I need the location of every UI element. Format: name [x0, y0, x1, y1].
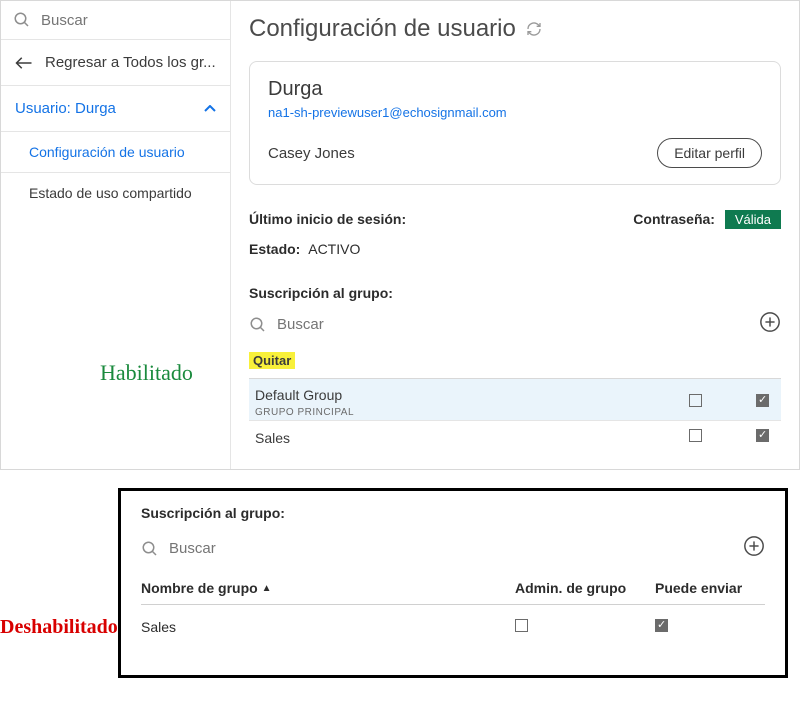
group-subscription-title: Suscripción al grupo:	[249, 285, 781, 301]
state-label: Estado:	[249, 241, 300, 257]
last-login-label: Último inicio de sesión:	[249, 211, 406, 227]
group-send-checkbox[interactable]	[756, 429, 769, 442]
group-search[interactable]	[141, 540, 368, 558]
group-admin-checkbox[interactable]	[515, 619, 528, 632]
group-name: Sales	[255, 430, 655, 446]
profile-email[interactable]: na1-sh-previewuser1@echosignmail.com	[268, 105, 762, 120]
group-row[interactable]: Sales	[141, 619, 765, 635]
nav-shared-state[interactable]: Estado de uso compartido	[1, 173, 230, 213]
group-send-checkbox[interactable]	[756, 394, 769, 407]
sort-asc-icon: ▲	[262, 583, 272, 594]
profile-card: Durga na1-sh-previewuser1@echosignmail.c…	[249, 61, 781, 185]
disabled-annotation: Deshabilitado	[0, 616, 118, 639]
profile-name: Durga	[268, 78, 762, 101]
chevron-up-icon	[204, 105, 216, 113]
group-primary-label: GRUPO PRINCIPAL	[255, 407, 655, 418]
password-badge: Válida	[725, 210, 781, 229]
group-search[interactable]	[249, 316, 476, 334]
search-icon	[141, 540, 159, 558]
page-title: Configuración de usuario	[249, 15, 516, 43]
group-row[interactable]: Sales	[249, 420, 781, 455]
search-icon	[249, 316, 267, 334]
group-table: Default Group GRUPO PRINCIPAL Sales	[249, 378, 781, 455]
group-search-input[interactable]	[277, 316, 476, 333]
remove-button[interactable]: Quitar	[249, 352, 295, 369]
password-label: Contraseña:	[633, 211, 715, 227]
profile-contact: Casey Jones	[268, 145, 355, 162]
user-collapse-row[interactable]: Usuario: Durga	[1, 86, 230, 132]
back-label: Regresar a Todos los gr...	[45, 54, 216, 71]
col-group-name[interactable]: Nombre de grupo ▲	[141, 580, 515, 596]
group-name: Sales	[141, 619, 515, 635]
refresh-icon[interactable]	[526, 21, 542, 37]
edit-profile-button[interactable]: Editar perfil	[657, 138, 762, 168]
arrow-left-icon	[15, 56, 33, 70]
group-row[interactable]: Default Group GRUPO PRINCIPAL	[249, 378, 781, 420]
main-content: Configuración de usuario Durga na1-sh-pr…	[231, 1, 799, 469]
col-can-send[interactable]: Puede enviar	[655, 580, 765, 596]
search-icon	[13, 11, 31, 29]
group-subscription-title: Suscripción al grupo:	[141, 505, 765, 521]
state-value: ACTIVO	[308, 241, 360, 257]
back-button[interactable]: Regresar a Todos los gr...	[1, 40, 230, 86]
plus-circle-icon	[743, 535, 765, 557]
sidebar-search[interactable]	[1, 1, 230, 40]
group-name: Default Group	[255, 387, 655, 403]
add-group-button[interactable]	[759, 311, 781, 338]
group-send-checkbox[interactable]	[655, 619, 668, 632]
add-group-button[interactable]	[743, 535, 765, 562]
col-group-admin[interactable]: Admin. de grupo	[515, 580, 655, 596]
user-label: Usuario: Durga	[15, 100, 116, 117]
sidebar-search-input[interactable]	[41, 12, 218, 29]
sidebar: Regresar a Todos los gr... Usuario: Durg…	[1, 1, 231, 469]
enabled-annotation: Habilitado	[100, 360, 193, 386]
group-search-input[interactable]	[169, 540, 368, 557]
group-admin-checkbox[interactable]	[689, 394, 702, 407]
plus-circle-icon	[759, 311, 781, 333]
nav-user-config[interactable]: Configuración de usuario	[1, 132, 230, 173]
group-admin-checkbox[interactable]	[689, 429, 702, 442]
disabled-panel: Suscripción al grupo: Nombre de grupo ▲ …	[118, 488, 788, 678]
